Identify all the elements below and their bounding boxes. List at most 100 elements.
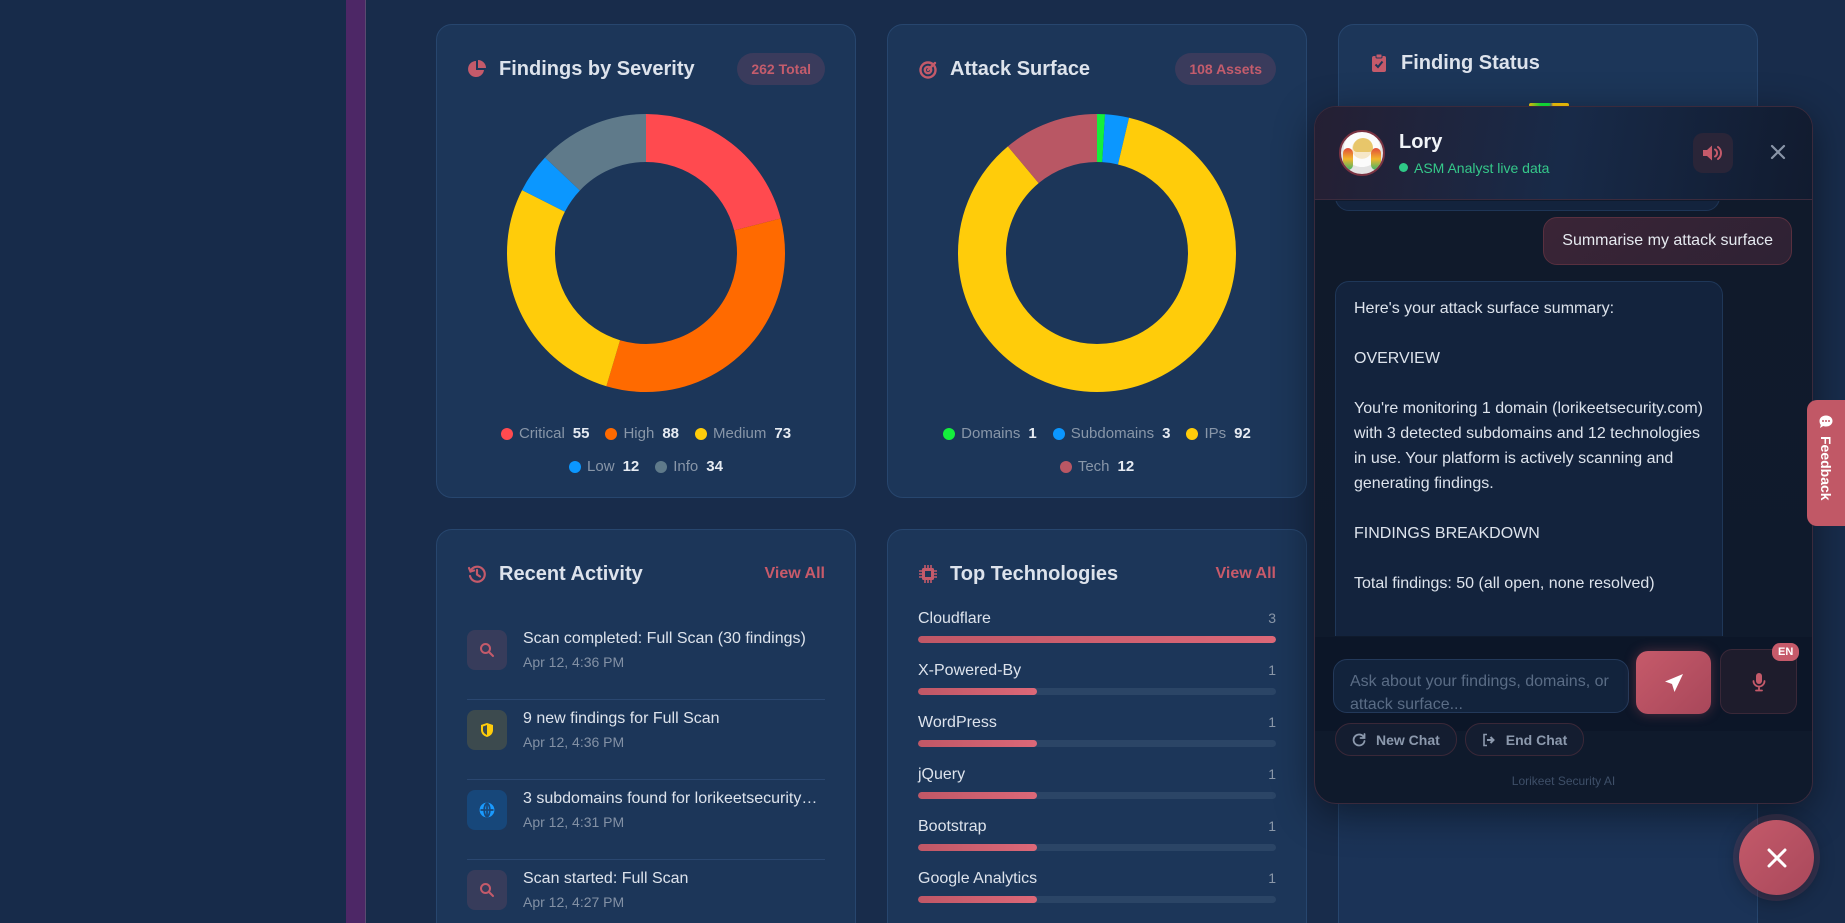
activity-item[interactable]: 3 subdomains found for lorikeetsecurity…… [467,780,825,860]
activity-item[interactable]: 9 new findings for Full Scan Apr 12, 4:36… [467,700,825,780]
new-chat-button[interactable]: New Chat [1335,723,1457,756]
dot-icon [569,460,582,473]
technology-item[interactable]: X-Powered-By 1 [918,662,1276,714]
top-technologies-card: Top Technologies View All Cloudflare 3 X-… [887,529,1307,923]
progress-bar [918,740,1276,747]
user-message: Summarise my attack surface [1543,217,1792,265]
slice-tech[interactable] [958,114,1236,392]
dot-icon [1052,427,1065,440]
attack-surface-legend: Domains 1 Subdomains 3 IPs 92 Tech 12 [908,425,1286,475]
left-background [0,0,346,923]
chat-panel: Lory ASM Analyst live data Summarise my … [1314,106,1813,804]
recent-activity-card: Recent Activity View All Scan completed:… [436,529,856,923]
send-icon [1664,673,1683,692]
dot-icon [500,427,513,440]
technology-item[interactable]: jQuery 1 [918,766,1276,818]
target-icon [918,59,938,79]
search-icon [467,870,507,910]
language-badge[interactable]: EN [1772,643,1800,661]
slice-medium[interactable] [507,114,785,392]
slice-high[interactable] [507,114,785,392]
previous-message-bubble [1335,201,1720,211]
technology-item[interactable]: WordPress 1 [918,714,1276,766]
status-indicator: ASM Analyst live data [1399,160,1549,176]
assets-badge: 108 Assets [1175,53,1276,85]
view-all-activity-link[interactable]: View All [764,565,825,582]
view-all-technologies-link[interactable]: View All [1215,565,1276,582]
microphone-icon [1752,672,1765,691]
refresh-icon [1352,732,1366,746]
slice-info[interactable] [507,114,785,392]
findings-by-severity-card: Findings by Severity 262 Total Critical 5… [436,24,856,498]
severity-legend: Critical 55 High 88 Medium 73 Low 12 Info 34 [457,425,835,475]
shield-icon [467,710,507,750]
progress-bar [918,896,1276,903]
dot-icon [655,460,668,473]
activity-item[interactable]: Scan started: Full Scan Apr 12, 4:27 PM [467,860,825,923]
card-title: Recent Activity [499,562,643,585]
close-icon [1767,848,1786,867]
chat-actions: New Chat End Chat [1335,723,1585,756]
total-badge: 262 Total [737,53,825,85]
sign-out-icon [1482,733,1495,746]
clipboard-check-icon [1369,53,1389,73]
legend-subdomains[interactable]: Subdomains 3 [1052,425,1170,442]
attack-surface-card: Attack Surface 108 Assets Domains 1 Subdo… [887,24,1307,498]
card-title: Top Technologies [950,562,1119,585]
technology-item[interactable]: Google Analytics 1 [918,870,1276,922]
globe-icon [467,790,507,830]
card-title: Attack Surface [950,57,1091,80]
close-icon [1770,144,1786,160]
feedback-label: Feedback [1818,436,1834,501]
history-icon [467,564,487,584]
comment-icon [1819,415,1833,428]
dot-icon [605,427,618,440]
legend-high[interactable]: High 88 [605,425,679,442]
chip-icon [918,564,938,584]
legend-ips[interactable]: IPs 92 [1186,425,1251,442]
legend-tech[interactable]: Tech 12 [1059,458,1134,475]
online-dot-icon [1399,163,1408,172]
legend-domains[interactable]: Domains 1 [943,425,1037,442]
close-chat-button[interactable] [1763,137,1793,167]
dot-icon [943,427,956,440]
slice-ips[interactable] [958,114,1236,392]
status-donut-peek [1529,103,1569,107]
progress-bar [918,688,1276,695]
assistant-name: Lory [1399,130,1443,153]
dot-icon [1186,427,1199,440]
progress-bar [918,636,1276,643]
activity-list: Scan completed: Full Scan (30 findings) A… [467,620,825,923]
legend-medium[interactable]: Medium 73 [695,425,791,442]
dot-icon [1059,460,1072,473]
search-icon [467,630,507,670]
legend-info[interactable]: Info 34 [655,458,723,475]
technology-item[interactable]: Bootstrap 1 [918,818,1276,870]
avatar [1339,130,1385,176]
chat-input[interactable] [1333,659,1629,713]
severity-donut-chart [506,113,786,393]
card-title: Findings by Severity [499,57,695,80]
chat-header: Lory ASM Analyst live data [1315,107,1812,200]
legend-low[interactable]: Low 12 [569,458,639,475]
activity-item[interactable]: Scan completed: Full Scan (30 findings) A… [467,620,825,700]
chat-messages[interactable]: Summarise my attack surface Here's your … [1315,201,1812,636]
technology-list: Cloudflare 3 X-Powered-By 1 WordPress 1 jQu… [918,610,1276,922]
pie-chart-icon [467,59,487,79]
chat-input-area: EN [1315,637,1812,731]
send-button[interactable] [1636,651,1711,714]
legend-critical[interactable]: Critical 55 [500,425,589,442]
chat-footer: Lorikeet Security AI [1511,774,1616,788]
feedback-tab[interactable]: Feedback [1807,400,1845,526]
card-title: Finding Status [1401,51,1540,74]
chat-toggle-close-button[interactable] [1739,820,1814,895]
end-chat-button[interactable]: End Chat [1464,723,1585,756]
technology-item[interactable]: Cloudflare 3 [918,610,1276,662]
sidebar-edge [346,0,366,923]
progress-bar [918,792,1276,799]
progress-bar [918,844,1276,851]
attack-surface-donut-chart [957,113,1237,393]
speaker-icon [1703,145,1722,161]
assistant-message: Here's your attack surface summary: OVER… [1335,281,1723,636]
speaker-toggle-button[interactable] [1693,133,1733,173]
